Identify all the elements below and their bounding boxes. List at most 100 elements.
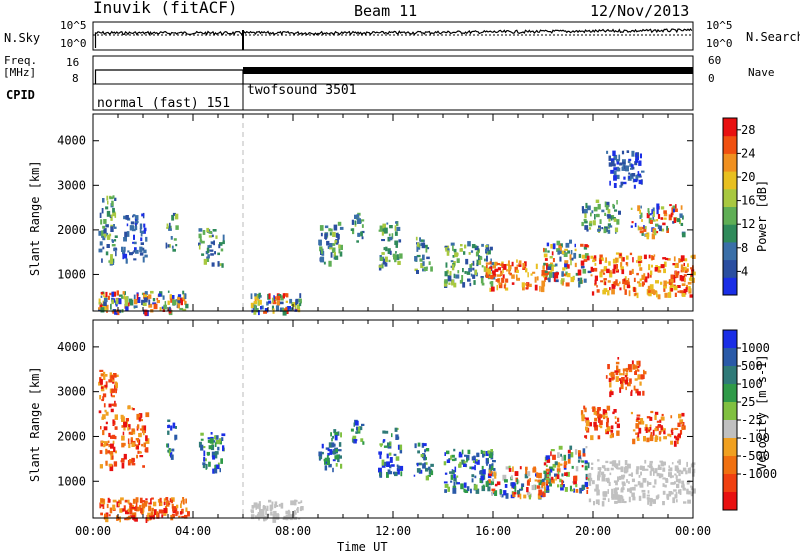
echo-cell — [569, 485, 572, 492]
echo-cell — [499, 494, 502, 497]
echo-cell — [121, 508, 125, 512]
echo-cell — [632, 496, 636, 501]
echo-cell — [131, 407, 134, 410]
echo-cell — [532, 271, 536, 274]
echo-cell — [535, 263, 538, 270]
echo-cell — [609, 270, 612, 274]
echo-cell — [501, 261, 504, 265]
echo-cell — [488, 464, 492, 469]
echo-region — [98, 369, 119, 472]
echo-cell — [616, 264, 618, 269]
echo-cell — [109, 196, 113, 200]
echo-cell — [329, 243, 333, 248]
velocity-colorbar-tick-label: 1000 — [741, 341, 770, 355]
echo-cell — [388, 233, 391, 237]
echo-cell — [469, 264, 473, 269]
echo-cell — [201, 240, 205, 244]
echo-cell — [659, 419, 662, 423]
echo-cell — [593, 501, 595, 506]
echo-cell — [299, 293, 302, 299]
echo-cell — [508, 465, 511, 469]
echo-cell — [448, 282, 451, 285]
echo-cell — [584, 460, 588, 463]
echo-cell — [514, 266, 518, 273]
echo-cell — [652, 207, 655, 212]
echo-cell — [596, 289, 600, 293]
echo-cell — [652, 429, 655, 436]
echo-cell — [105, 304, 109, 311]
echo-cell — [417, 442, 421, 447]
echo-cell — [425, 247, 428, 253]
echo-cell — [630, 487, 633, 491]
echo-cell — [513, 492, 517, 495]
echo-cell — [577, 459, 580, 463]
echo-cell — [630, 167, 633, 170]
echo-cell — [361, 230, 365, 234]
echo-cell — [609, 391, 614, 396]
echo-cell — [489, 266, 493, 271]
echo-cell — [599, 219, 602, 224]
velocity-color-step — [723, 474, 737, 493]
echo-cell — [379, 257, 384, 261]
echo-cell — [648, 482, 652, 485]
echo-cell — [565, 282, 570, 287]
echo-cell — [100, 295, 103, 298]
echo-cell — [148, 299, 151, 305]
echo-cell — [424, 244, 428, 248]
echo-cell — [136, 454, 138, 459]
echo-cell — [614, 370, 619, 373]
echo-cell — [254, 297, 257, 303]
echo-cell — [265, 510, 267, 516]
echo-cell — [545, 455, 549, 460]
echo-cell — [215, 435, 219, 440]
echo-cell — [132, 429, 136, 435]
echo-cell — [179, 307, 184, 311]
echo-cell — [127, 508, 131, 512]
echo-cell — [560, 453, 562, 457]
echo-cell — [388, 259, 391, 263]
echo-cell — [622, 279, 625, 285]
echo-cell — [150, 290, 154, 294]
echo-cell — [663, 280, 667, 287]
echo-cell — [290, 500, 295, 506]
echo-cell — [668, 472, 672, 477]
echo-cell — [99, 395, 102, 400]
echo-cell — [110, 408, 114, 413]
echo-cell — [105, 291, 108, 298]
echo-cell — [625, 386, 627, 391]
echo-cell — [627, 278, 630, 283]
echo-cell — [641, 219, 643, 222]
echo-cell — [430, 470, 434, 476]
echo-cell — [108, 379, 112, 383]
echo-region — [120, 405, 150, 469]
echo-cell — [501, 263, 504, 268]
echo-cell — [219, 242, 223, 246]
echo-cell — [394, 427, 398, 432]
echo-cell — [132, 515, 135, 520]
echo-cell — [118, 294, 123, 297]
echo-cell — [275, 305, 280, 312]
echo-cell — [585, 417, 589, 423]
echo-cell — [595, 411, 600, 416]
echo-cell — [466, 454, 470, 461]
echo-cell — [686, 481, 690, 485]
echo-cell — [387, 469, 391, 475]
echo-cell — [212, 229, 217, 232]
echo-cell — [177, 303, 180, 309]
echo-cell — [577, 269, 582, 276]
echo-cell — [605, 431, 609, 435]
echo-cell — [619, 378, 621, 381]
echo-cell — [547, 271, 551, 275]
echo-cell — [488, 479, 491, 484]
echo-cell — [123, 421, 127, 428]
echo-cell — [332, 459, 336, 462]
echo-cell — [491, 480, 494, 485]
echo-cell — [512, 491, 516, 498]
echo-cell — [162, 308, 165, 312]
echo-cell — [505, 493, 509, 499]
echo-cell — [534, 479, 537, 482]
echo-cell — [114, 436, 117, 440]
echo-cell — [621, 498, 625, 503]
echo-cell — [143, 297, 148, 303]
echo-cell — [668, 214, 672, 221]
